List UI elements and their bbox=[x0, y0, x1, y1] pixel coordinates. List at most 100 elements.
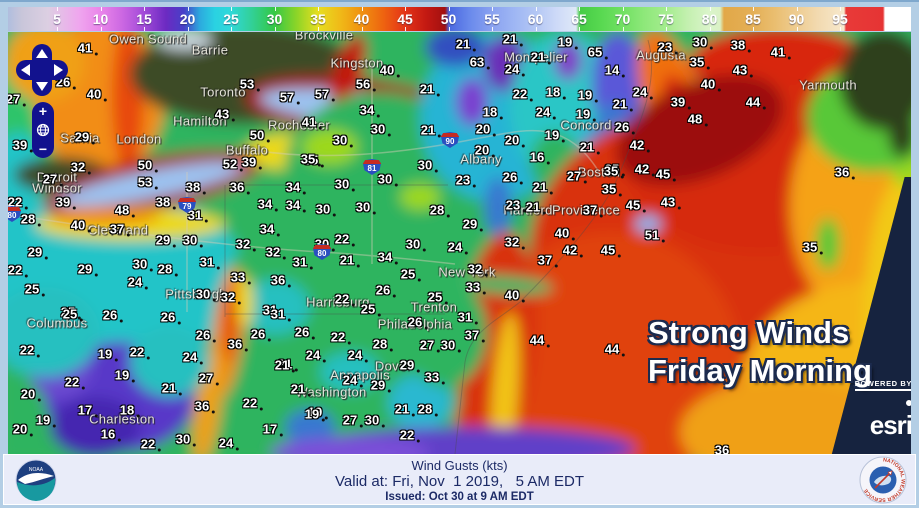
gust-value: 36 bbox=[227, 336, 249, 352]
gust-value: 25 bbox=[60, 304, 82, 320]
gust-value: 32 bbox=[220, 289, 242, 305]
gust-value: 40 bbox=[379, 62, 401, 78]
caption-text: Wind Gusts (kts) Valid at: Fri, Nov 1 20… bbox=[4, 458, 915, 504]
scale-value-label: 25 bbox=[223, 11, 239, 27]
scale-value-label: 70 bbox=[614, 11, 631, 27]
gust-value: 44 bbox=[604, 341, 626, 357]
city-label: Trenton bbox=[410, 299, 458, 315]
scale-tick bbox=[840, 7, 841, 11]
gust-value: 31 bbox=[292, 254, 314, 270]
zoom-out-button[interactable]: − bbox=[38, 141, 48, 157]
gust-value: 21 bbox=[339, 252, 361, 268]
zoom-in-button[interactable]: + bbox=[38, 103, 48, 119]
gust-value: 26 bbox=[375, 282, 397, 298]
gust-value: 17 bbox=[262, 421, 284, 437]
gust-value: 39 bbox=[12, 137, 34, 153]
gust-value: 22 bbox=[330, 329, 352, 345]
gust-value: 31 bbox=[457, 309, 479, 325]
gust-value: 32 bbox=[504, 234, 526, 250]
forecast-annotation: Strong Winds Friday Morning bbox=[648, 314, 872, 390]
gust-value: 30 bbox=[195, 286, 217, 302]
gust-value: 18 bbox=[482, 104, 504, 120]
scale-value-label: 65 bbox=[571, 11, 587, 27]
gust-value: 22 bbox=[8, 194, 29, 210]
gust-value: 29 bbox=[77, 261, 99, 277]
gust-value: 29 bbox=[462, 216, 484, 232]
scale-value-label: 80 bbox=[701, 11, 718, 27]
gust-value: 37 bbox=[582, 202, 604, 218]
pan-left-icon[interactable] bbox=[21, 64, 30, 76]
pan-up-icon[interactable] bbox=[36, 49, 48, 58]
gust-value: 24 bbox=[342, 372, 364, 388]
gust-value: 31 bbox=[187, 207, 209, 223]
pan-control[interactable] bbox=[16, 44, 68, 96]
scale-value-label: 40 bbox=[353, 11, 370, 27]
gust-value: 44 bbox=[529, 332, 551, 348]
gust-value: 28 bbox=[417, 401, 439, 417]
interstate-shield-icon: 90 bbox=[441, 132, 459, 148]
gust-value: 33 bbox=[424, 369, 446, 385]
scale-tick bbox=[666, 27, 667, 31]
city-label: Barrie bbox=[191, 42, 229, 58]
gust-value: 21 bbox=[161, 380, 183, 396]
gust-value: 37 bbox=[464, 327, 486, 343]
gust-value: 32 bbox=[235, 236, 257, 252]
gust-value: 21 bbox=[419, 81, 441, 97]
gust-value: 35 bbox=[603, 163, 625, 179]
pan-right-icon[interactable] bbox=[54, 64, 63, 76]
gust-value: 26 bbox=[407, 314, 429, 330]
gust-value: 24 bbox=[127, 274, 149, 290]
interstate-shield-icon: 80 bbox=[313, 244, 331, 260]
map-canvas[interactable]: Owen Sound Barrie Brockville Kingston Montpe… bbox=[8, 32, 911, 454]
gust-value: 27 bbox=[198, 370, 220, 386]
gust-value: 21 bbox=[612, 96, 634, 112]
scale-tick bbox=[622, 7, 624, 11]
gust-value: 52 bbox=[222, 156, 244, 172]
gust-value: 19 bbox=[307, 404, 329, 420]
gust-value: 39 bbox=[670, 94, 692, 110]
noaa-logo-icon: NOAA bbox=[15, 459, 57, 501]
gust-value: 40 bbox=[700, 76, 722, 92]
scale-tick bbox=[361, 27, 363, 31]
scale-value-label: 30 bbox=[266, 11, 283, 27]
zoom-control[interactable]: + − bbox=[32, 102, 54, 158]
pan-down-icon[interactable] bbox=[36, 82, 48, 91]
gust-value: 21 bbox=[277, 356, 299, 372]
gust-value: 27 bbox=[342, 412, 364, 428]
powered-by-label: POWERED BY bbox=[854, 379, 911, 391]
nws-logo-icon: NATIONAL WEATHER SERVICE bbox=[859, 456, 907, 504]
scale-tick bbox=[709, 7, 711, 11]
gust-value: 32 bbox=[467, 261, 489, 277]
gust-value: 27 bbox=[419, 337, 441, 353]
gust-value: 23 bbox=[505, 197, 527, 213]
gust-value: 25 bbox=[24, 281, 46, 297]
gust-value: 17 bbox=[77, 402, 99, 418]
esri-ball-icon bbox=[906, 399, 911, 406]
gust-value: 30 bbox=[405, 236, 427, 252]
city-label: Augusta bbox=[636, 47, 686, 63]
scale-value-label: 75 bbox=[658, 11, 674, 27]
scale-tick bbox=[100, 7, 102, 11]
gust-value: 18 bbox=[119, 402, 141, 418]
city-label: Albany bbox=[460, 151, 502, 167]
noaa-logo-text: NOAA bbox=[29, 467, 44, 473]
gust-value: 26 bbox=[294, 324, 316, 340]
gust-value: 31 bbox=[199, 254, 221, 270]
gust-value: 32 bbox=[265, 244, 287, 260]
gust-value: 43 bbox=[660, 194, 682, 210]
scale-value-label: 50 bbox=[440, 11, 457, 27]
gust-value: 25 bbox=[360, 301, 382, 317]
scale-tick bbox=[318, 27, 319, 31]
scale-value-label: 5 bbox=[53, 11, 61, 27]
gust-value: 22 bbox=[399, 427, 421, 443]
scale-tick bbox=[100, 27, 102, 31]
gust-value: 26 bbox=[195, 327, 217, 343]
gust-value: 39 bbox=[55, 194, 77, 210]
gust-value: 53 bbox=[137, 174, 159, 190]
city-label: Detroit bbox=[36, 169, 78, 185]
gust-value: 32 bbox=[70, 159, 92, 175]
gust-value: 30 bbox=[132, 256, 154, 272]
gust-value: 36 bbox=[834, 164, 856, 180]
globe-icon[interactable] bbox=[36, 123, 50, 137]
